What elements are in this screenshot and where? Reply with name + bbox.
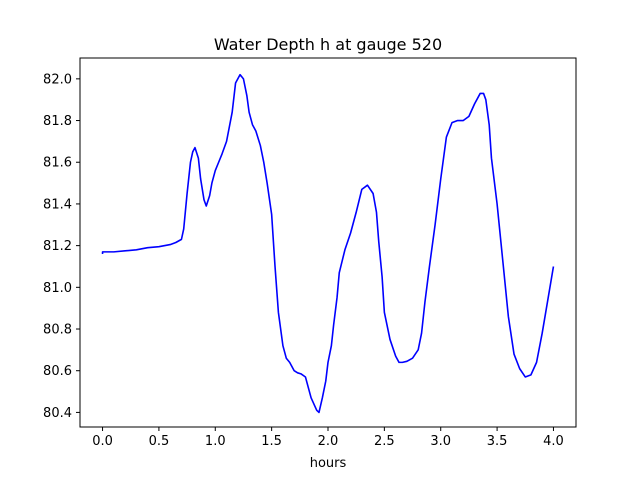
y-tick-label: 81.8 [43,114,72,129]
x-tick-label: 2.0 [318,434,339,449]
x-tick-label: 2.5 [374,434,395,449]
x-tick-label: 0.0 [92,434,113,449]
y-tick-label: 80.8 [43,323,72,338]
x-axis-label: hours [310,456,347,471]
x-tick-label: 1.5 [261,434,282,449]
x-tick-label: 0.5 [149,434,170,449]
x-tick-label: 3.5 [487,434,508,449]
y-tick-label: 81.6 [43,156,72,171]
y-tick-label: 82.0 [43,72,72,87]
y-tick-label: 81.0 [43,281,72,296]
x-tick-label: 1.0 [205,434,226,449]
x-tick-label: 3.0 [430,434,451,449]
y-tick-label: 80.4 [43,406,72,421]
plot-area [101,73,555,414]
axes: 0.0 0.5 1.0 1.5 2.0 2.5 3.0 3.5 4.0 80.4 80.6 80.8 8… [43,57,577,449]
y-tick-label: 81.2 [43,239,72,254]
chart-title: Water Depth h at gauge 520 [214,35,442,54]
x-tick-label: 4.0 [543,434,564,449]
y-tick-label: 80.6 [43,364,72,379]
series-line-1 [101,73,555,414]
y-tick-label: 81.4 [43,197,72,212]
